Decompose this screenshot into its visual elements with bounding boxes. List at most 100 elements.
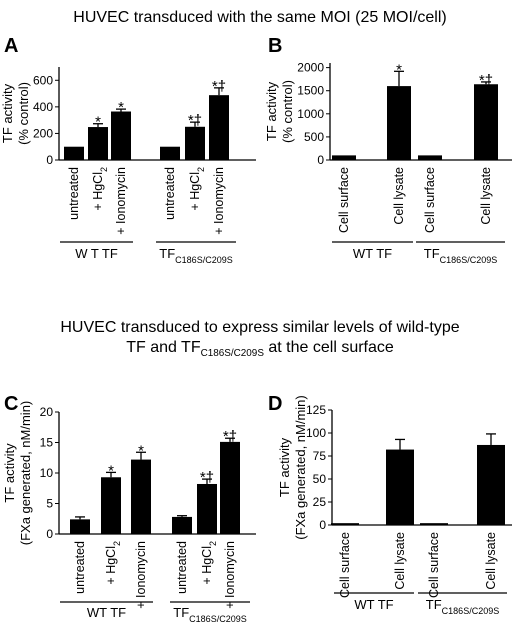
group-label-subscript: C186S/C209S — [440, 255, 498, 265]
chart-panel-a: 0 200 400 600 TF activity (% control) untreate… — [0, 67, 256, 265]
significance-marker: * — [138, 442, 144, 459]
y-tick-label: 5 — [46, 497, 53, 511]
panel-letter-b: B — [268, 35, 282, 57]
significance-marker: *† — [188, 112, 202, 129]
bar — [101, 477, 121, 534]
bar — [160, 146, 180, 160]
y-tick-label: 20 — [40, 405, 54, 419]
significance-marker: * — [95, 114, 101, 131]
group-label: TFC186S/C209S — [426, 597, 499, 616]
bar — [197, 483, 217, 534]
category-label: Cell surface — [338, 532, 352, 598]
y-tick-label: 125 — [306, 403, 326, 417]
figure-heading-middle-line2: TF and TFC186S/C209S at the cell surface — [0, 338, 520, 364]
heading-prefix: TF and TF — [126, 339, 201, 356]
bar — [474, 84, 498, 160]
bar — [131, 459, 151, 534]
subscript: 2 — [196, 167, 206, 172]
category-label: Cell lysate — [393, 532, 407, 590]
y-tick-label: 200 — [33, 126, 53, 140]
figure-heading-middle-line1: HUVEC transduced to express similar leve… — [60, 319, 460, 336]
y-tick-label: 500 — [304, 130, 324, 144]
y-tick-label: 600 — [33, 73, 53, 87]
y-tick-label: 100 — [306, 426, 326, 440]
group-label-subscript: C186S/C209S — [442, 606, 500, 616]
bar — [477, 444, 505, 525]
y-axis-label: TF activity — [2, 443, 17, 503]
subscript: 2 — [112, 541, 122, 546]
category-label: Cell lysate — [484, 532, 498, 590]
bar — [209, 95, 229, 160]
subscript: 2 — [99, 167, 109, 172]
significance-marker: * — [118, 99, 124, 116]
y-axis-label: (FXa generated, nM/min) — [293, 395, 308, 540]
chart-panel-b: 0 500 1000 1500 2000 TF activity (% control) Ce… — [264, 61, 512, 265]
category-label: + HgCl2 — [91, 167, 109, 211]
category-label: untreated — [163, 167, 177, 220]
y-axis-label: TF activity — [0, 83, 15, 143]
group-label: TFC186S/C209S — [424, 246, 497, 265]
category-label: untreated — [175, 541, 189, 594]
significance-marker: *† — [479, 72, 493, 89]
panel-letter-a: A — [4, 35, 18, 57]
bar — [172, 516, 192, 534]
bar — [418, 155, 442, 160]
category-label: + Ionomycin — [114, 167, 128, 235]
group-label-subscript: C186S/C209S — [189, 614, 247, 624]
chart-panel-d: 0 25 50 75 100 125 TF activity (FXa generated, … — [277, 395, 512, 616]
bar — [111, 111, 131, 160]
y-tick-label: 0 — [46, 527, 53, 541]
category-label: + Ionomycin — [223, 541, 237, 609]
bar — [332, 155, 356, 160]
category-label: untreated — [73, 541, 87, 594]
y-tick-label: 0 — [319, 518, 326, 532]
group-label: W T TF — [75, 246, 118, 261]
y-tick-label: 0 — [46, 153, 53, 167]
group-label: WT TF — [354, 597, 393, 612]
bar — [220, 441, 240, 534]
y-tick-label: 1500 — [297, 84, 324, 98]
bar — [420, 523, 448, 525]
bar — [386, 449, 414, 525]
category-label: + Ionomycin — [212, 167, 226, 235]
y-tick-label: 75 — [313, 449, 327, 463]
bar — [88, 127, 108, 160]
category-label: Cell lysate — [479, 167, 493, 225]
bar — [387, 86, 411, 160]
group-label-subscript: C186S/C209S — [175, 255, 233, 265]
category-label: Cell lysate — [392, 167, 406, 225]
category-label: + HgCl2 — [188, 167, 206, 211]
bar — [185, 126, 205, 160]
category-label: untreated — [67, 167, 81, 220]
y-axis-label: TF activity — [277, 437, 292, 497]
category-label: Cell surface — [337, 167, 351, 233]
y-axis-label: (% control) — [16, 82, 31, 145]
y-axis-label: TF activity — [264, 81, 279, 141]
y-tick-label: 0 — [317, 153, 324, 167]
category-label: + HgCl2 — [104, 541, 122, 585]
y-tick-label: 10 — [40, 466, 54, 480]
figure-heading-top: HUVEC transduced with the same MOI (25 M… — [73, 9, 447, 26]
group-label: WT TF — [353, 246, 392, 261]
y-tick-label: 2000 — [297, 61, 324, 75]
significance-marker: *† — [212, 78, 226, 95]
significance-marker: *† — [223, 428, 237, 445]
category-label: Cell surface — [423, 167, 437, 233]
group-label: WT TF — [87, 605, 126, 620]
bar — [331, 523, 359, 525]
subscript: 2 — [208, 541, 218, 546]
significance-marker: * — [108, 462, 114, 479]
panel-letter-c: C — [4, 393, 18, 415]
heading-suffix: at the cell surface — [263, 339, 394, 356]
y-tick-label: 15 — [40, 436, 54, 450]
bar — [70, 519, 90, 534]
chart-panel-c: 0 5 10 15 20 TF activity (FXa generated, nM/mi… — [2, 401, 256, 624]
category-label: + Ionomycin — [134, 541, 148, 609]
bar — [64, 146, 84, 160]
y-axis-label: (FXa generated, nM/min) — [18, 401, 33, 546]
group-label: TFC186S/C209S — [159, 246, 232, 265]
panel-letter-d: D — [268, 393, 282, 415]
y-tick-label: 25 — [313, 495, 327, 509]
category-label: Cell surface — [427, 532, 441, 598]
